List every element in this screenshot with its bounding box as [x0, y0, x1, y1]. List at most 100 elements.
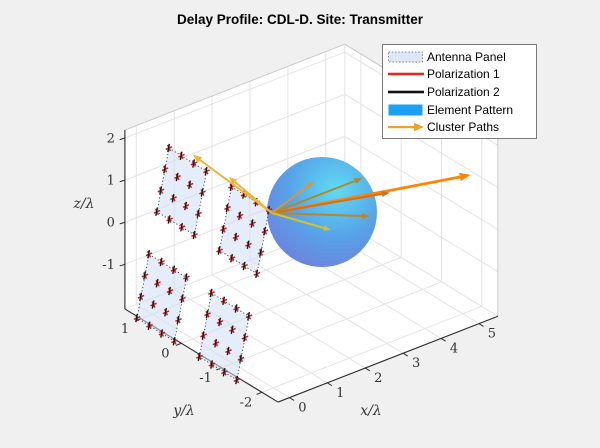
tick-label: -1 — [199, 371, 212, 386]
antenna-panel-swatch-icon — [383, 50, 427, 64]
antenna-element — [237, 354, 245, 364]
element-pattern-swatch-icon — [383, 103, 427, 117]
antenna-element — [146, 321, 153, 331]
cluster-path-arrowhead-icon — [192, 154, 202, 163]
antenna-element — [249, 219, 256, 228]
legend-label: Polarization 2 — [427, 84, 500, 99]
antenna-element — [186, 180, 194, 190]
tick-label: 2 — [107, 132, 115, 147]
antenna-element — [165, 143, 173, 153]
legend-item-antenna-panel: Antenna Panel — [383, 48, 536, 66]
antenna-element — [221, 367, 228, 377]
legend-label: Cluster Paths — [427, 120, 500, 135]
cluster-path-arrow — [271, 212, 363, 217]
antenna-element — [170, 193, 177, 203]
y-axis-label: y/λ — [172, 403, 195, 419]
plot-title: Delay Profile: CDL-D. Site: Transmitter — [176, 12, 424, 27]
grid-lines — [124, 44, 499, 399]
antenna-element — [161, 164, 169, 174]
cluster-path-arrowhead-icon — [381, 191, 390, 197]
cluster-paths-swatch-icon — [383, 120, 427, 134]
antenna-element — [245, 240, 252, 250]
antenna-element — [220, 224, 227, 234]
antenna-element — [236, 211, 244, 221]
antenna-element — [145, 249, 153, 259]
antenna-element — [203, 166, 210, 176]
antenna-element — [154, 278, 161, 288]
antenna-element — [179, 294, 186, 304]
legend-item-cluster-paths: Cluster Paths — [383, 118, 536, 136]
antenna-element — [225, 346, 232, 356]
antenna-element — [182, 201, 190, 211]
antenna-element — [158, 329, 166, 338]
legend-item-element-pattern: Element Pattern — [383, 101, 536, 119]
antenna-element — [190, 159, 198, 168]
antenna-element — [199, 188, 206, 197]
antenna-element — [157, 186, 165, 195]
antenna-element — [166, 286, 174, 296]
tick-label: 0 — [161, 346, 169, 361]
axis-labels: x/λ y/λ z/λ — [73, 196, 382, 419]
legend-item-polarization-1: Polarization 1 — [383, 66, 536, 84]
antenna-element — [137, 292, 145, 302]
cluster-path-arrowhead-icon — [228, 176, 237, 185]
antenna-element — [229, 325, 236, 335]
antenna-element — [216, 317, 224, 327]
antenna-element — [183, 273, 190, 282]
legend: Antenna Panel Polarization 1 Polarization … — [382, 44, 537, 139]
cluster-path-arrowhead-icon — [323, 225, 331, 231]
antenna-element — [162, 307, 170, 317]
legend-label: Element Pattern — [427, 102, 514, 117]
tick-label: 5 — [488, 327, 496, 342]
antenna-element — [174, 172, 181, 182]
antenna-element — [150, 300, 157, 309]
cluster-path-arrow — [271, 212, 325, 229]
antenna-element — [204, 309, 211, 319]
antenna-element — [196, 352, 203, 362]
antenna-element — [220, 296, 228, 306]
antenna-element — [200, 331, 207, 340]
polarization-1-swatch-icon — [383, 67, 427, 81]
antenna-element — [224, 203, 231, 213]
polarization-2-swatch-icon — [383, 85, 427, 99]
antenna-element — [208, 360, 216, 369]
antenna-element — [261, 226, 269, 236]
legend-label: Polarization 1 — [427, 67, 500, 82]
antenna-element — [212, 338, 220, 348]
cluster-path-arrowhead-icon — [361, 213, 370, 219]
tick-label: 0 — [298, 401, 306, 416]
antenna-element — [133, 313, 141, 323]
cluster-path-arrow — [199, 159, 273, 214]
tick-label: 3 — [412, 356, 420, 371]
antenna-element — [195, 209, 202, 219]
tick-label: 1 — [121, 322, 129, 337]
antenna-panels — [133, 143, 273, 385]
cluster-path-arrowhead-icon — [353, 178, 363, 184]
x-axis-label: x/λ — [360, 403, 382, 419]
tick-label: 0 — [107, 216, 115, 231]
legend-label: Antenna Panel — [427, 49, 506, 64]
tick-label: 1 — [107, 174, 115, 189]
cluster-path-arrow — [271, 185, 309, 214]
antenna-element — [171, 336, 178, 346]
antenna-element — [166, 215, 173, 224]
antenna-element — [158, 257, 165, 267]
antenna-element — [241, 333, 249, 342]
antenna-element — [208, 288, 215, 298]
antenna-element — [153, 207, 161, 217]
antenna-element — [233, 375, 241, 385]
legend-item-polarization-2: Polarization 2 — [383, 83, 536, 101]
antenna-element — [253, 269, 261, 279]
cluster-path-arrowhead-icon — [459, 172, 471, 182]
antenna-element — [141, 271, 149, 280]
cluster-path-arrow — [271, 180, 356, 214]
cluster-path-arrow — [271, 193, 383, 214]
antenna-element — [170, 265, 178, 275]
tick-label: 1 — [336, 386, 344, 401]
antenna-element — [228, 253, 236, 263]
antenna-element — [175, 315, 182, 325]
antenna-element — [191, 230, 198, 240]
antenna-element — [257, 248, 265, 257]
tick-label: 2 — [374, 371, 382, 386]
tick-labels: 0 1 2 3 4 5 1 0 -1 -2 2 1 0 -1 — [102, 132, 496, 416]
